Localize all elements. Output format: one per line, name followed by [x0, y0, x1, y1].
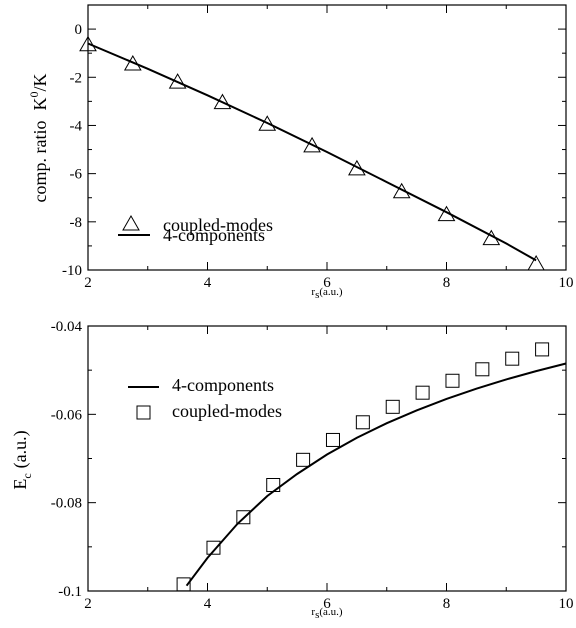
correlation-energy-panel: 2 4 6 8 10-0.1-0.08-0.06-0.04 rs(a.u.) Ec(a.… — [10, 319, 574, 621]
x-axis-label-var: r — [311, 286, 315, 298]
data-point-coupled-modes — [527, 254, 545, 271]
x-tick-label: 2 — [84, 275, 92, 291]
data-point-coupled-modes — [176, 577, 191, 592]
y-tick-label: -0.06 — [51, 407, 83, 423]
data-series — [176, 342, 567, 592]
y-axis-label-prefix: comp. ratio — [30, 121, 50, 203]
y-tick-label: -4 — [70, 118, 83, 134]
legend-label-4-components: 4-components — [163, 225, 265, 245]
data-point-coupled-modes — [206, 540, 221, 555]
data-point-coupled-modes — [123, 55, 142, 71]
data-point-coupled-modes — [303, 136, 321, 153]
y-axis-label-k: K — [30, 98, 50, 111]
x-axis-label-var: r — [311, 606, 315, 618]
y-tick-label: -0.08 — [51, 496, 82, 512]
data-point-coupled-modes — [258, 115, 277, 131]
y-axis-label-unit: (a.u.) — [10, 430, 31, 468]
y-tick-label: 0 — [75, 22, 83, 38]
y-axis-label-var: E — [10, 479, 30, 490]
data-point-coupled-modes — [415, 385, 430, 400]
data-point-coupled-modes — [296, 452, 311, 467]
x-tick-label: 6 — [323, 596, 331, 612]
data-point-coupled-modes — [325, 432, 340, 447]
y-axis-label-rest: /K — [30, 74, 50, 92]
data-point-coupled-modes — [385, 399, 400, 414]
y-tick-label: -2 — [70, 70, 83, 86]
data-point-coupled-modes — [266, 478, 281, 492]
legend-label-coupled-modes: coupled-modes — [163, 215, 273, 235]
axis-ticks: 2 4 6 8 10 -0.1 -0.08 -0.06 -0.04 — [51, 319, 574, 612]
series-line-4-components — [87, 42, 537, 262]
plot-frame — [87, 4, 567, 271]
plot-frame — [87, 325, 567, 592]
data-point-coupled-modes — [505, 351, 520, 366]
x-axis-label: rs(a.u.) — [311, 606, 342, 621]
data-point-coupled-modes — [236, 510, 251, 525]
y-axis-label-sub: c — [20, 473, 34, 478]
x-tick-label: 6 — [323, 275, 331, 291]
legend: 4-components coupled-modes — [128, 375, 282, 421]
data-point-coupled-modes — [79, 35, 97, 52]
series-line-4-components — [185, 362, 567, 587]
x-axis-label-unit: (a.u.) — [319, 286, 343, 298]
data-point-coupled-modes — [348, 159, 366, 176]
data-series — [79, 35, 545, 271]
compression-ratio-panel: 2 4 6 8 10 0 -2 -4 -6 -8 -10 rs(a.u.) comp. ratio K… — [27, 4, 574, 301]
data-point-coupled-modes — [355, 415, 370, 430]
x-tick-label: 10 — [559, 275, 574, 291]
legend-label-4-components: 4-components — [172, 375, 274, 395]
x-axis-label-sub: s — [315, 609, 319, 621]
y-axis-label: Ec (a.u.) — [10, 430, 34, 489]
y-tick-label: -0.04 — [51, 319, 83, 335]
legend-label-coupled-modes: coupled-modes — [172, 401, 282, 421]
x-tick-label: 10 — [559, 596, 574, 612]
data-point-coupled-modes — [535, 342, 550, 357]
y-tick-label: -0.1 — [58, 584, 82, 600]
legend: coupled-modes 4-components — [118, 214, 273, 245]
y-tick-label: -8 — [70, 215, 83, 231]
data-point-coupled-modes — [475, 362, 490, 377]
x-axis-label: rs(a.u.) — [311, 286, 342, 301]
y-axis-label: comp. ratio K0/K — [27, 74, 50, 203]
data-point-coupled-modes — [213, 93, 232, 110]
x-tick-label: 4 — [204, 275, 212, 291]
y-tick-label: -6 — [70, 167, 83, 183]
x-tick-label: 8 — [443, 275, 451, 291]
legend-triangle-marker — [122, 214, 140, 231]
legend-square-marker — [136, 405, 151, 420]
axis-ticks: 2 4 6 8 10 0 -2 -4 -6 -8 -10 — [62, 5, 574, 291]
x-axis-label-unit: (a.u.) — [319, 606, 343, 618]
x-tick-label: 4 — [204, 596, 212, 612]
data-point-coupled-modes — [445, 373, 460, 388]
x-tick-label: 8 — [443, 596, 451, 612]
x-tick-label: 2 — [84, 596, 92, 612]
y-axis-label-sup: 0 — [27, 92, 41, 98]
x-axis-label-sub: s — [315, 289, 319, 301]
y-tick-label: -10 — [62, 263, 82, 279]
